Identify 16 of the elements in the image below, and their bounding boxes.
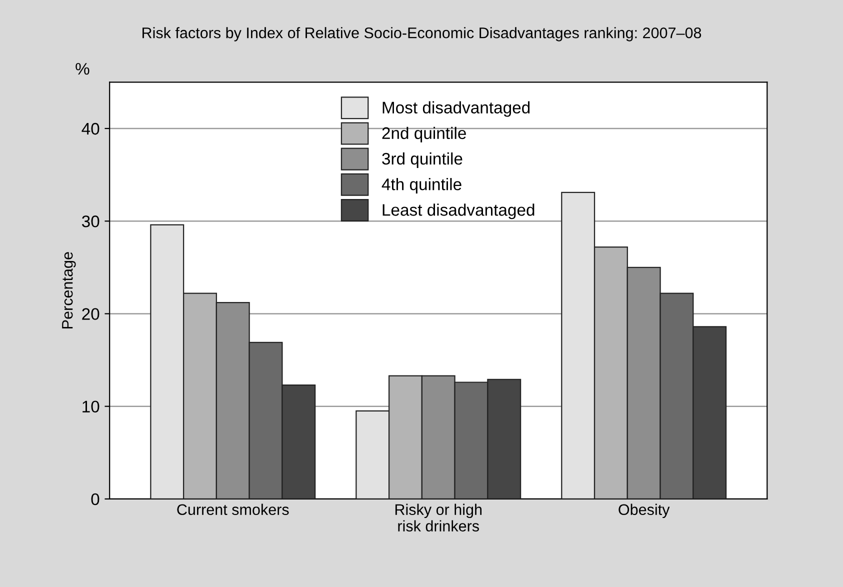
x-tick-label: Current smokers <box>177 504 289 516</box>
y-axis-title: Percentage <box>62 252 76 328</box>
legend-label: 3rd quintile <box>382 152 462 168</box>
legend-label: 4th quintile <box>382 178 462 194</box>
y-tick-label: 30 <box>82 216 100 228</box>
x-tick-label: Risky or high risk drinkers <box>395 504 482 532</box>
x-tick-label: Obesity <box>618 504 670 518</box>
legend-label: 2nd quintile <box>382 126 466 142</box>
legend-label: Most disadvantaged <box>382 101 530 117</box>
y-tick-label: 40 <box>82 122 100 135</box>
legend-label: Least disadvantaged <box>382 204 534 220</box>
chart-title: Risk factors by Index of Relative Socio-Economic Disadvantages ranking: 2007–08 <box>142 27 702 42</box>
y-tick-label: 20 <box>82 308 100 320</box>
y-tick-label: 0 <box>91 493 100 506</box>
text: % <box>76 62 90 75</box>
y-tick-label: 10 <box>82 400 100 413</box>
